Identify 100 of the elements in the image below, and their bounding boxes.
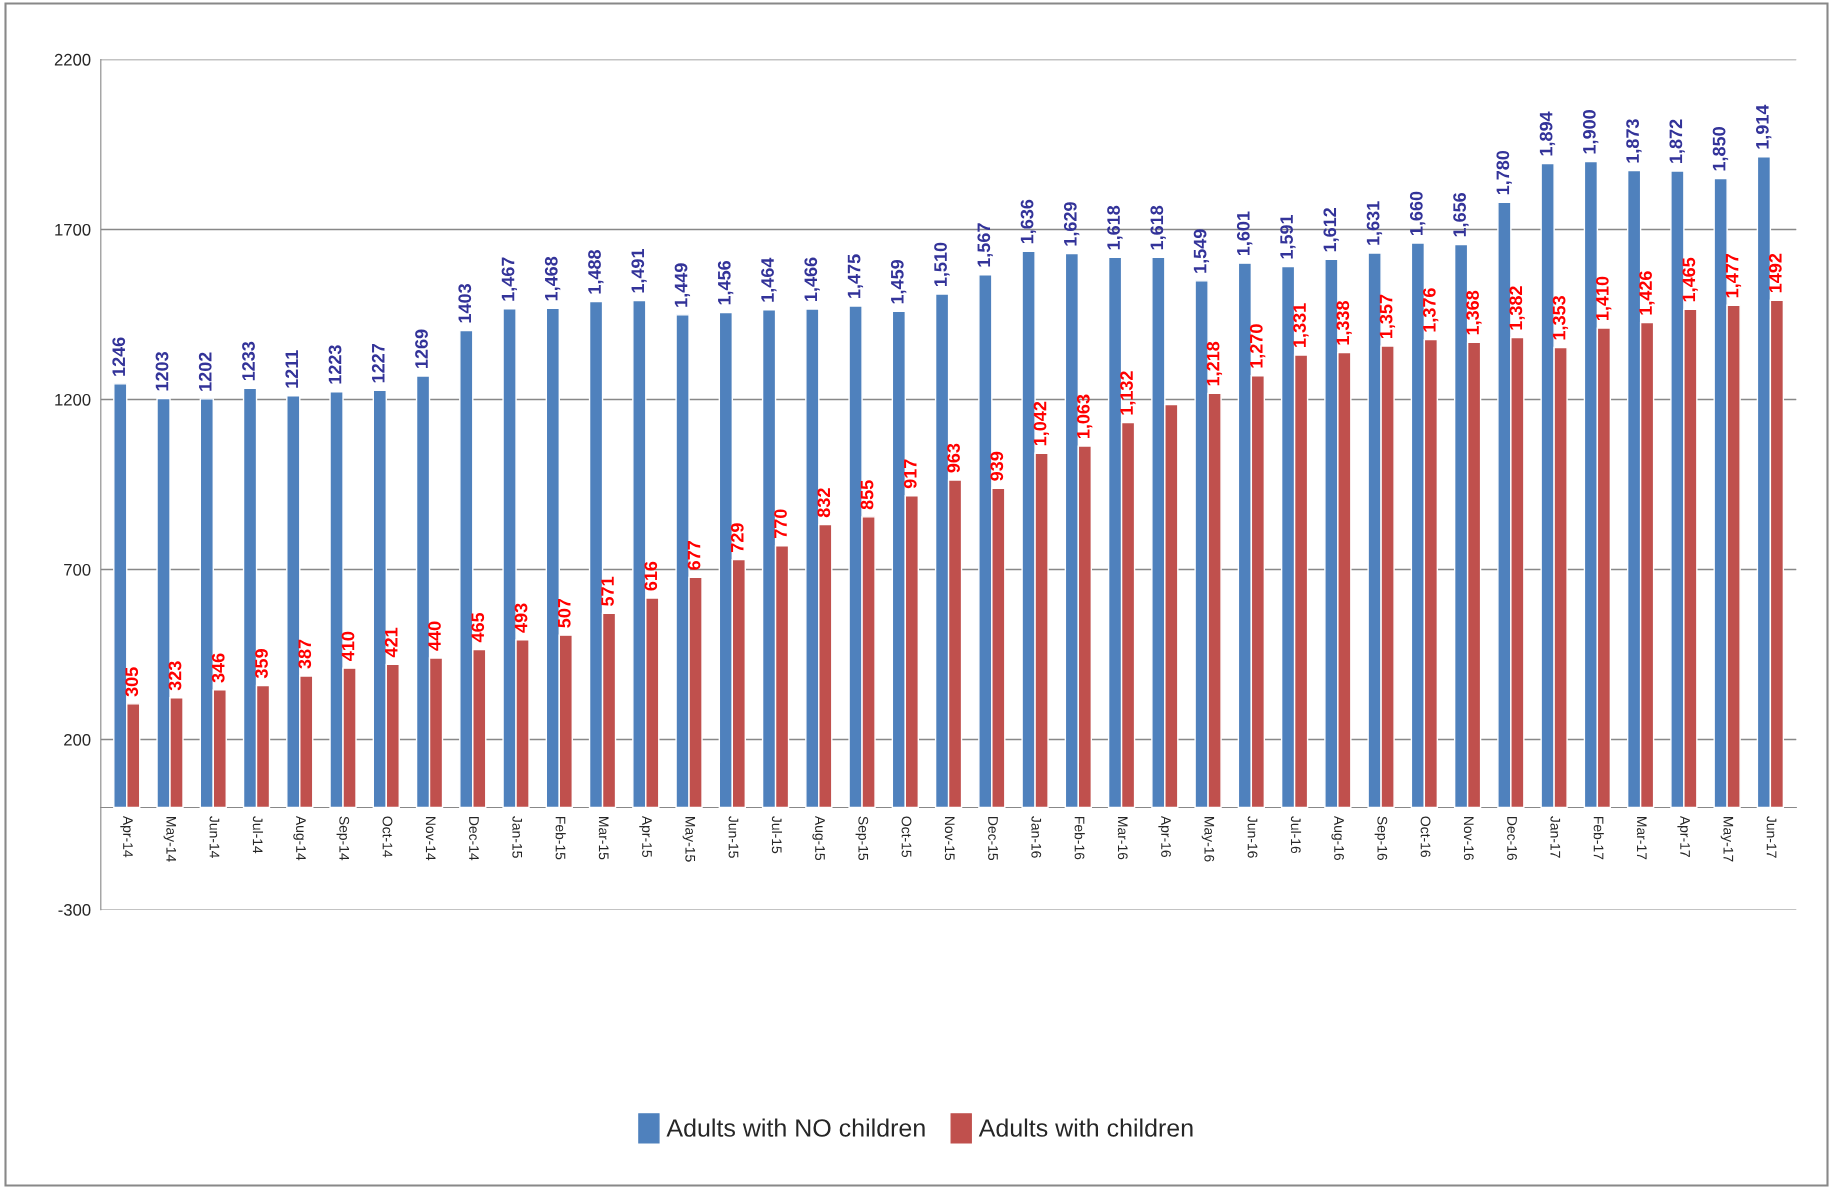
data-label: 1,353 [1552,296,1569,340]
x-tick-label: Dec-14 [469,817,479,861]
data-label: 1202 [198,352,212,391]
x-tick-label: Jan-15 [512,816,523,858]
data-label: 1,780 [1496,150,1512,195]
x-tick-label: May-14 [163,817,176,862]
data-label: 1,357 [1379,294,1396,339]
x-tick-label: Nov-14 [425,817,436,861]
data-label: 1,475 [847,254,864,298]
data-label: 1,270 [1249,324,1266,368]
data-label: 1403 [458,284,472,323]
y-tick-label: 1200 [55,393,91,406]
x-tick-label: Jan-16 [1031,816,1042,858]
data-label: 571 [601,576,614,606]
data-label: 1,464 [761,257,777,302]
data-label: 1,477 [1725,253,1742,298]
data-label: 1,459 [890,259,907,304]
x-tick-label: May-16 [1201,817,1215,862]
y-tick-label: 2200 [54,53,91,66]
data-label: 1,894 [1539,111,1556,156]
data-label: 917 [903,459,917,489]
x-tick-label: Apr-17 [1677,815,1690,857]
data-label: 1246 [112,337,126,376]
data-label: 963 [947,443,960,473]
data-label: 1,491 [631,248,647,293]
data-label: 1,629 [1063,202,1080,246]
x-tick-label: May-15 [682,817,696,862]
data-label: 1223 [328,345,342,384]
y-tick-label: 700 [64,563,91,576]
x-tick-label: Aug-14 [293,815,306,861]
data-label: 421 [384,627,398,658]
data-label: 616 [644,561,658,591]
data-label: 832 [817,488,831,518]
x-tick-label: Sep-16 [1374,816,1388,861]
data-label: 1,618 [1107,205,1123,250]
data-label: 1,410 [1595,276,1612,321]
data-label: 1,338 [1336,301,1352,345]
x-tick-label: Jun-17 [1766,816,1777,858]
data-label: 1,467 [501,257,518,301]
x-tick-label: Nov-16 [1463,817,1474,861]
x-tick-label: Apr-16 [1158,815,1171,857]
data-label: 1,631 [1366,201,1383,245]
data-label: 1,510 [934,242,950,287]
data-label: 1,466 [804,257,820,301]
x-tick-label: Nov-15 [944,817,955,861]
data-label: 1,382 [1509,286,1525,330]
x-tick-label: Mar-15 [598,817,609,860]
data-label: 1,873 [1626,119,1642,163]
data-label: 1,449 [674,263,691,307]
data-label: 1,567 [977,223,993,267]
data-label: 1,900 [1582,110,1599,154]
x-tick-label: Aug-15 [812,815,825,861]
data-label: 465 [471,612,485,643]
data-label: 1,872 [1669,119,1685,163]
data-label: 1,914 [1755,104,1772,149]
data-label: 939 [990,451,1004,481]
y-tick-label: -300 [58,903,91,916]
data-label: 1,850 [1712,127,1729,171]
x-tick-label: Jan-17 [1550,816,1561,858]
x-tick-label: Apr-14 [120,815,133,858]
x-tick-label: Oct-15 [901,816,912,857]
x-tick-label: Jun-16 [1247,816,1258,858]
x-tick-label: Oct-14 [382,816,393,858]
x-tick-label: Feb-16 [1074,817,1085,860]
x-tick-label: Oct-16 [1420,816,1431,857]
data-label: 387 [298,639,312,669]
data-label: 1,468 [544,256,561,301]
data-label: 1492 [1768,253,1782,293]
data-label: 1,636 [1020,199,1037,244]
data-label: 493 [514,603,528,633]
data-label: 1,656 [1453,192,1469,237]
y-tick-label: 1700 [55,223,91,236]
data-label: 770 [774,509,787,539]
data-label: 1,376 [1422,288,1439,332]
data-label: 507 [557,598,571,628]
data-label: 1233 [242,341,255,381]
x-tick-label: Jul-14 [252,816,263,854]
data-label: 1,063 [1076,394,1093,439]
data-label: 323 [168,661,182,691]
data-label: 1,660 [1409,191,1426,235]
data-label: 1,488 [588,250,604,294]
data-label: 359 [255,649,268,679]
legend-label: Adults with children [978,1118,1193,1137]
data-label: 1,618 [1150,205,1166,250]
data-label: 1,549 [1193,229,1210,273]
x-tick-label: Dec-15 [988,817,998,861]
legend-label: Adults with NO children [666,1118,925,1137]
data-label: 1,218 [1206,341,1223,386]
data-label: 1,465 [1682,257,1698,302]
data-label: 346 [211,653,225,683]
data-label: 1,132 [1120,371,1136,415]
x-tick-label: Feb-17 [1593,817,1604,860]
data-label: 1203 [155,352,169,391]
x-tick-label: Mar-16 [1117,817,1128,860]
data-label: 1,601 [1236,211,1253,256]
data-label: 410 [341,631,355,661]
data-label: 855 [860,480,874,510]
x-tick-label: Sep-15 [855,816,869,861]
x-tick-label: Jul-16 [1290,816,1302,854]
x-tick-label: Aug-16 [1331,815,1344,861]
